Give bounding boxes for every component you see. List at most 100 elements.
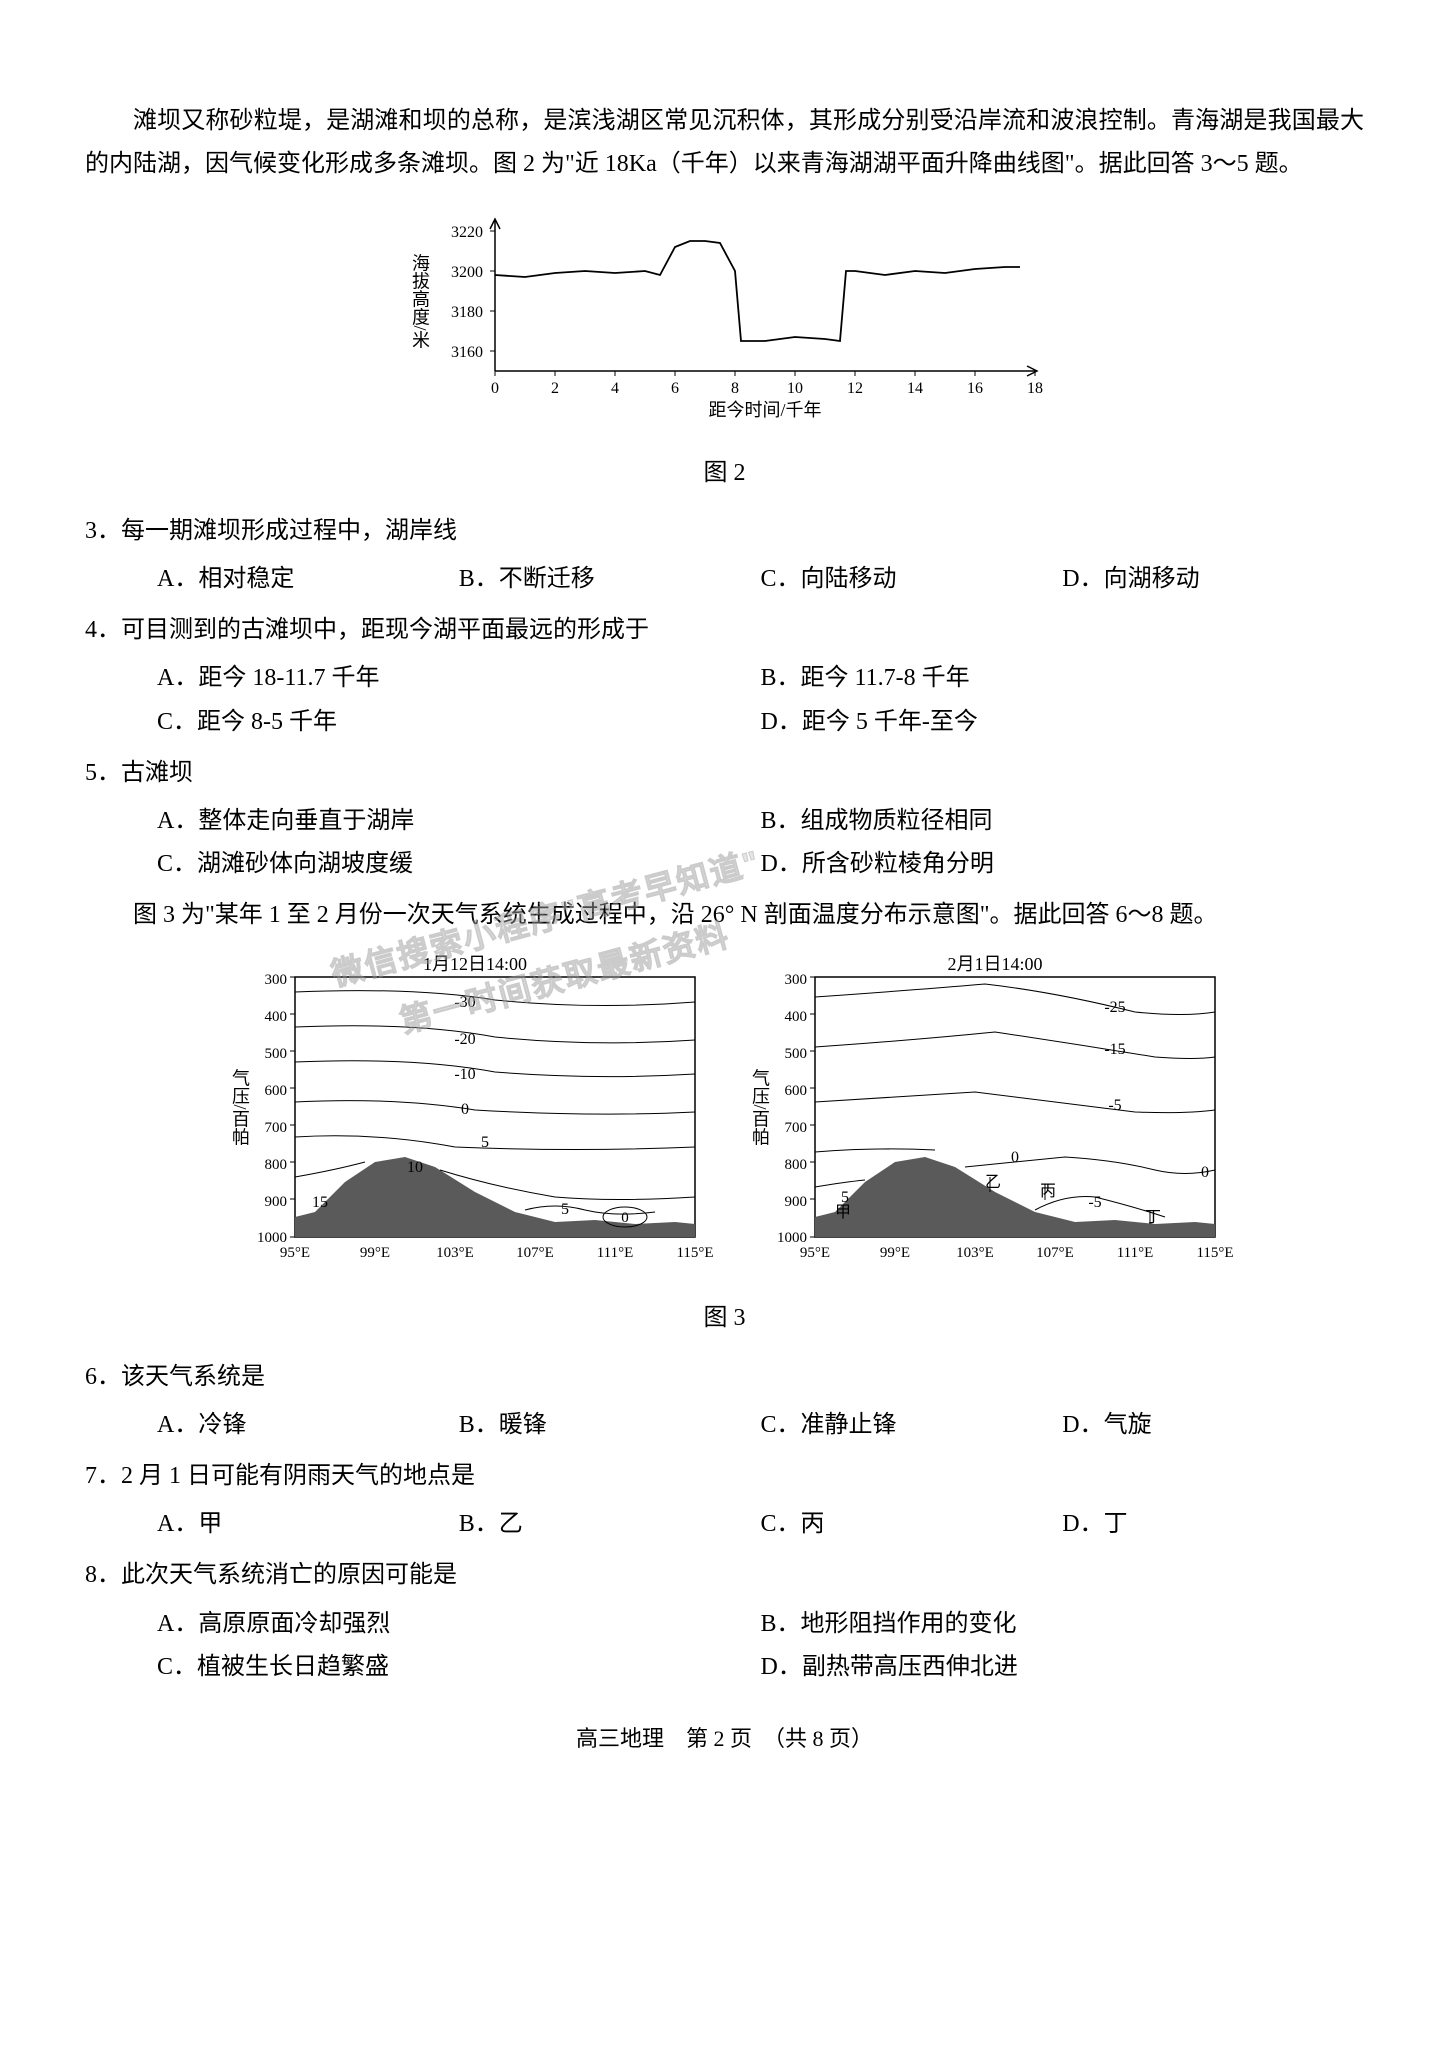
figure-3-container: 1月12日14:00 300 400 500 600 700 800 900 1…	[85, 952, 1364, 1282]
question-5-stem: 5．古滩坝	[85, 752, 1364, 795]
question-7: 7．2 月 1 日可能有阴雨天气的地点是 A．甲 B．乙 C．丙 D．丁	[85, 1455, 1364, 1546]
question-4: 4．可目测到的古滩坝中，距现今湖平面最远的形成于 A．距今 18-11.7 千年…	[85, 609, 1364, 744]
figure-3-right: 2月1日14:00 300 400 500 600 700 800 900 10…	[735, 952, 1235, 1282]
q5-option-b: B．组成物质粒径相同	[761, 800, 1365, 843]
svg-text:103°E: 103°E	[436, 1245, 474, 1261]
svg-text:乙: 乙	[985, 1174, 1001, 1191]
svg-text:700: 700	[264, 1120, 287, 1136]
svg-text:-5: -5	[1088, 1194, 1101, 1211]
svg-text:95°E: 95°E	[799, 1245, 829, 1261]
svg-text:3160: 3160	[451, 344, 483, 361]
svg-text:115°E: 115°E	[676, 1245, 713, 1261]
svg-text:600: 600	[784, 1083, 807, 1099]
svg-text:0: 0	[461, 1101, 469, 1118]
svg-text:400: 400	[784, 1009, 807, 1025]
svg-text:0: 0	[621, 1210, 629, 1226]
svg-text:海拔高度/米: 海拔高度/米	[410, 254, 430, 349]
svg-text:1000: 1000	[257, 1230, 287, 1246]
figure-2-container: 3160 3180 3200 3220 0 2 4 6 8 10 12 14	[85, 201, 1364, 436]
svg-text:103°E: 103°E	[956, 1245, 994, 1261]
svg-text:-15: -15	[1104, 1041, 1125, 1058]
q8-option-d: D．副热带高压西伸北进	[761, 1646, 1365, 1689]
q8-option-c: C．植被生长日趋繁盛	[157, 1646, 761, 1689]
q4-option-d: D．距今 5 千年-至今	[761, 701, 1365, 744]
question-5: 5．古滩坝 A．整体走向垂直于湖岸 B．组成物质粒径相同 C．湖滩砂体向湖坡度缓…	[85, 752, 1364, 887]
q7-option-c: C．丙	[761, 1503, 1063, 1546]
fig3-left-time: 1月12日14:00	[422, 954, 526, 974]
svg-text:95°E: 95°E	[279, 1245, 309, 1261]
svg-text:3180: 3180	[451, 304, 483, 321]
question-7-stem: 7．2 月 1 日可能有阴雨天气的地点是	[85, 1455, 1364, 1498]
svg-text:丁: 丁	[1145, 1209, 1161, 1226]
svg-text:400: 400	[264, 1009, 287, 1025]
svg-text:800: 800	[784, 1157, 807, 1173]
svg-text:12: 12	[847, 380, 863, 397]
svg-text:15: 15	[312, 1194, 328, 1211]
question-6: 6．该天气系统是 A．冷锋 B．暖锋 C．准静止锋 D．气旋	[85, 1356, 1364, 1447]
figure-3-left: 1月12日14:00 300 400 500 600 700 800 900 1…	[215, 952, 715, 1282]
svg-text:107°E: 107°E	[1036, 1245, 1074, 1261]
page-footer: 高三地理 第 2 页 （共 8 页）	[85, 1719, 1364, 1759]
svg-text:700: 700	[784, 1120, 807, 1136]
q6-option-a: A．冷锋	[157, 1404, 459, 1447]
svg-text:14: 14	[907, 380, 923, 397]
svg-text:6: 6	[671, 380, 679, 397]
q4-option-b: B．距今 11.7-8 千年	[761, 657, 1365, 700]
q7-option-b: B．乙	[459, 1503, 761, 1546]
svg-text:气压/百帕: 气压/百帕	[750, 1069, 770, 1146]
svg-text:600: 600	[264, 1083, 287, 1099]
q4-option-c: C．距今 8-5 千年	[157, 701, 761, 744]
q3-option-b: B．不断迁移	[459, 558, 761, 601]
svg-text:-10: -10	[454, 1066, 475, 1083]
question-3-stem: 3．每一期滩坝形成过程中，湖岸线	[85, 510, 1364, 553]
svg-text:1000: 1000	[777, 1230, 807, 1246]
svg-text:-5: -5	[1108, 1097, 1121, 1114]
svg-text:10: 10	[787, 380, 803, 397]
svg-text:99°E: 99°E	[879, 1245, 909, 1261]
svg-text:500: 500	[264, 1046, 287, 1062]
svg-text:-30: -30	[454, 994, 475, 1011]
q6-option-b: B．暖锋	[459, 1404, 761, 1447]
svg-text:-20: -20	[454, 1031, 475, 1048]
svg-text:300: 300	[264, 972, 287, 988]
svg-text:99°E: 99°E	[359, 1245, 389, 1261]
svg-text:115°E: 115°E	[1196, 1245, 1233, 1261]
q4-option-a: A．距今 18-11.7 千年	[157, 657, 761, 700]
q6-option-d: D．气旋	[1062, 1404, 1364, 1447]
svg-text:丙: 丙	[1040, 1183, 1056, 1200]
q8-option-a: A．高原原面冷却强烈	[157, 1603, 761, 1646]
question-8-stem: 8．此次天气系统消亡的原因可能是	[85, 1554, 1364, 1597]
fig3-right-time: 2月1日14:00	[947, 954, 1042, 974]
figure-2-chart: 3160 3180 3200 3220 0 2 4 6 8 10 12 14	[375, 201, 1075, 421]
svg-text:800: 800	[264, 1157, 287, 1173]
svg-text:4: 4	[611, 380, 619, 397]
q5-option-d: D．所含砂粒棱角分明	[761, 843, 1365, 886]
svg-text:5: 5	[561, 1201, 569, 1218]
q5-option-a: A．整体走向垂直于湖岸	[157, 800, 761, 843]
svg-text:2: 2	[551, 380, 559, 397]
question-3: 3．每一期滩坝形成过程中，湖岸线 A．相对稳定 B．不断迁移 C．向陆移动 D．…	[85, 510, 1364, 601]
q7-option-d: D．丁	[1062, 1503, 1364, 1546]
svg-text:气压/百帕: 气压/百帕	[230, 1069, 250, 1146]
svg-text:300: 300	[784, 972, 807, 988]
svg-text:-25: -25	[1104, 999, 1125, 1016]
intro-paragraph-2: 图 3 为"某年 1 至 2 月份一次天气系统生成过程中，沿 26° N 剖面温…	[85, 894, 1364, 937]
question-8: 8．此次天气系统消亡的原因可能是 A．高原原面冷却强烈 B．地形阻挡作用的变化 …	[85, 1554, 1364, 1689]
question-4-stem: 4．可目测到的古滩坝中，距现今湖平面最远的形成于	[85, 609, 1364, 652]
svg-text:0: 0	[491, 380, 499, 397]
q5-option-c: C．湖滩砂体向湖坡度缓	[157, 843, 761, 886]
q3-option-d: D．向湖移动	[1062, 558, 1364, 601]
svg-text:3200: 3200	[451, 264, 483, 281]
svg-text:900: 900	[784, 1194, 807, 1210]
q6-option-c: C．准静止锋	[761, 1404, 1063, 1447]
question-6-stem: 6．该天气系统是	[85, 1356, 1364, 1399]
svg-text:3220: 3220	[451, 224, 483, 241]
figure-3-label: 图 3	[85, 1297, 1364, 1340]
svg-text:甲: 甲	[835, 1204, 851, 1221]
page-wrapper: 滩坝又称砂粒堤，是湖滩和坝的总称，是滨浅湖区常见沉积体，其形成分别受沿岸流和波浪…	[85, 100, 1364, 1759]
svg-text:111°E: 111°E	[1116, 1245, 1153, 1261]
svg-text:900: 900	[264, 1194, 287, 1210]
svg-text:18: 18	[1027, 380, 1043, 397]
svg-text:0: 0	[1201, 1164, 1209, 1181]
q8-option-b: B．地形阻挡作用的变化	[761, 1603, 1365, 1646]
